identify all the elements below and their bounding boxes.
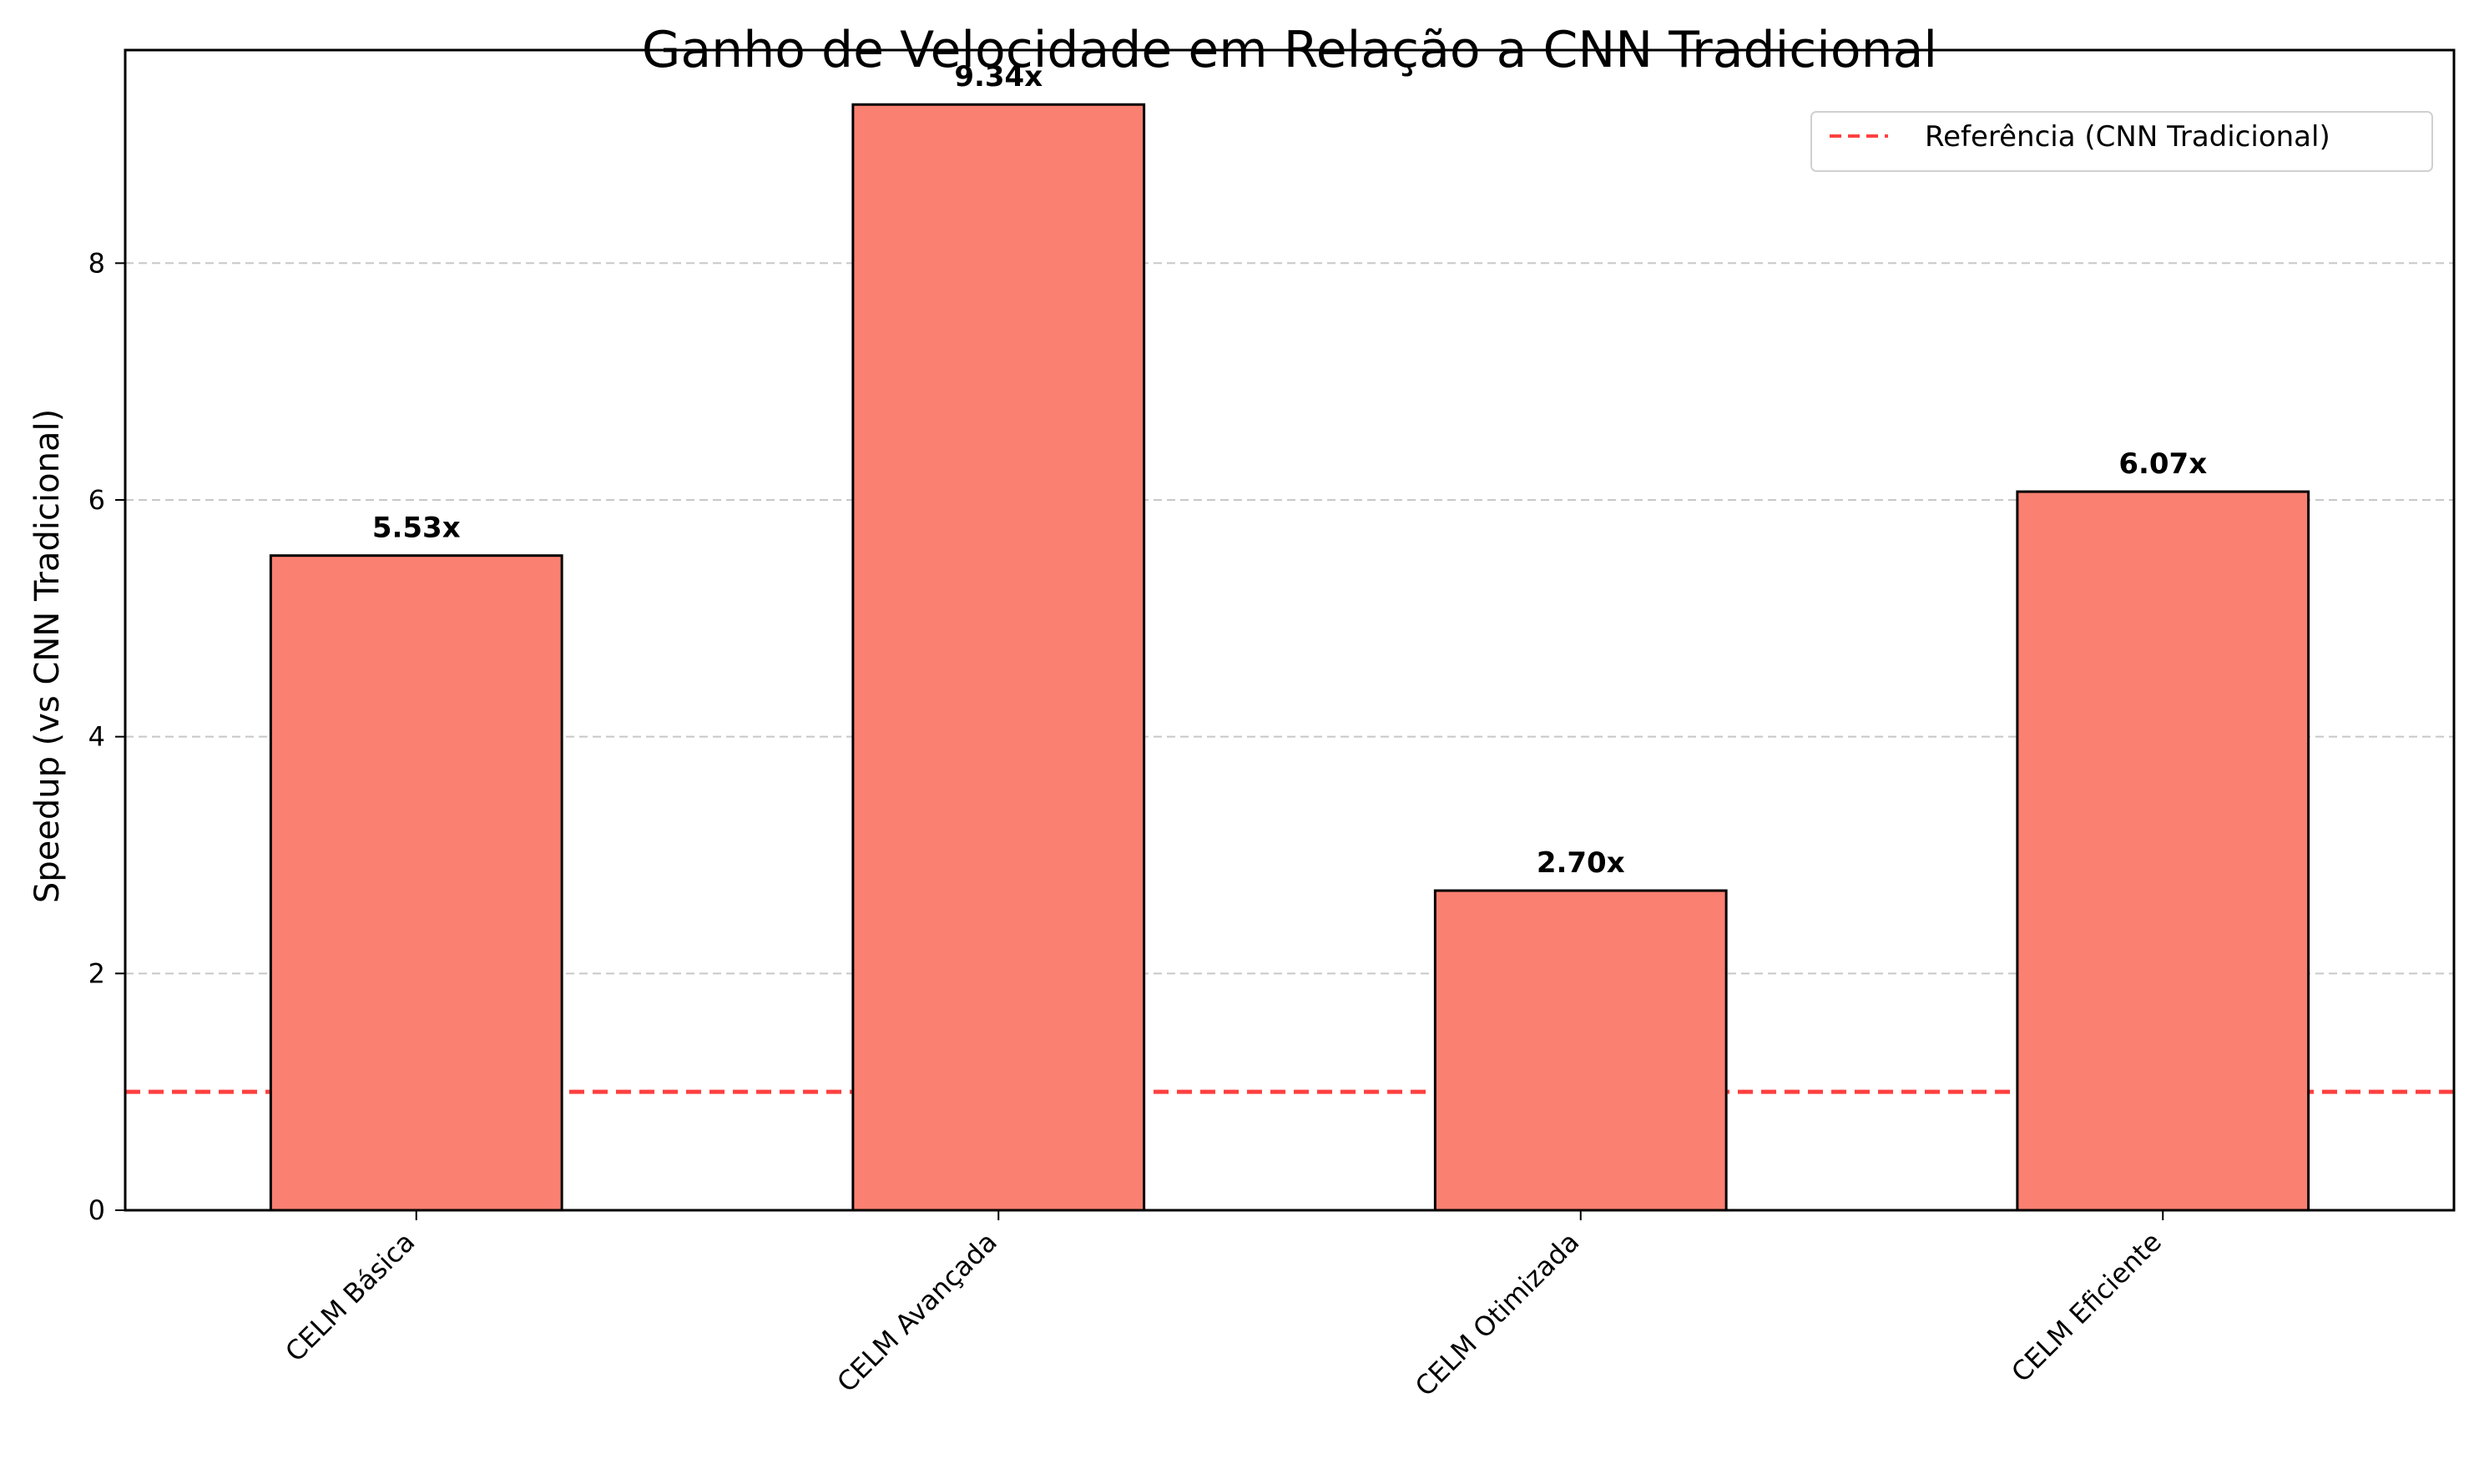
y-tick-label-6: 6 (88, 484, 105, 516)
y-tick-label-2: 2 (88, 957, 105, 989)
data-label-2: 9.34x (954, 60, 1043, 93)
y-tick-label-4: 4 (88, 721, 105, 753)
bar-4 (2017, 492, 2309, 1210)
bar-1 (270, 556, 562, 1210)
data-label-1: 5.53x (372, 512, 461, 545)
data-label-4: 6.07x (2118, 447, 2207, 481)
y-axis-label: Speedup (vs CNN Tradicional) (28, 409, 67, 903)
data-label-3: 2.70x (1537, 846, 1625, 880)
legend-label-reference: Referência (CNN Tradicional) (1925, 120, 2330, 154)
y-tick-label-0: 0 (88, 1194, 105, 1226)
legend: Referência (CNN Tradicional) (1811, 112, 2432, 171)
y-tick-label-8: 8 (88, 247, 105, 279)
bar-2 (853, 104, 1144, 1210)
bar-3 (1435, 891, 1726, 1210)
